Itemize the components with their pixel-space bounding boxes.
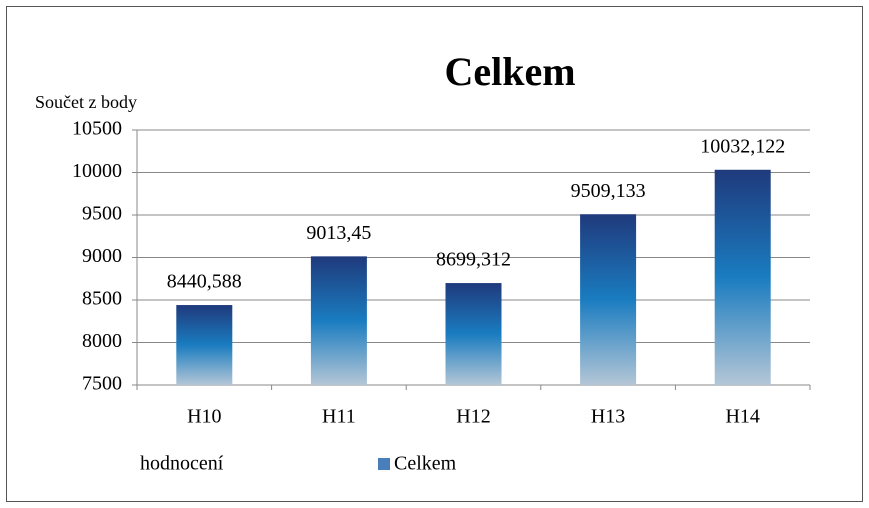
y-tick-label: 9500	[82, 203, 122, 225]
bar	[176, 305, 233, 385]
x-tick-label: H14	[725, 406, 759, 428]
legend-swatch	[378, 458, 390, 470]
data-label: 8699,312	[436, 249, 511, 271]
y-axis-label: Součet z body	[35, 92, 137, 112]
bar	[580, 214, 637, 385]
x-tick-label: H13	[591, 406, 625, 428]
bar	[714, 169, 771, 385]
data-label: 9509,133	[571, 180, 646, 202]
chart-title: Celkem	[444, 49, 575, 94]
y-tick-label: 10500	[72, 118, 122, 140]
y-tick-label: 8000	[82, 330, 122, 352]
data-label: 10032,122	[700, 135, 785, 157]
x-tick-label: H12	[456, 406, 490, 428]
data-label: 8440,588	[167, 271, 242, 293]
bar	[445, 283, 502, 385]
y-tick-label: 8500	[82, 288, 122, 310]
y-tick-label: 7500	[82, 373, 122, 395]
y-tick-label: 10000	[72, 160, 122, 182]
bar	[310, 256, 367, 385]
x-tick-label: H11	[322, 406, 356, 428]
legend-label: Celkem	[394, 453, 457, 475]
y-tick-label: 9000	[82, 245, 122, 267]
data-label: 9013,45	[306, 222, 371, 244]
x-axis-label: hodnocení	[140, 453, 224, 475]
x-tick-label: H10	[187, 406, 221, 428]
